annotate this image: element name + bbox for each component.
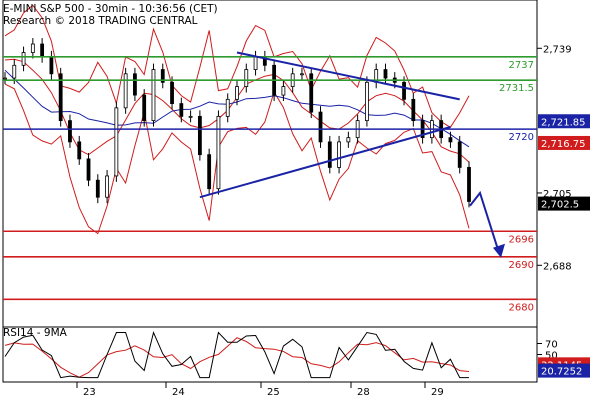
candle-body <box>77 141 82 160</box>
candle-body <box>281 86 286 96</box>
price-marker-label: 2,721.85 <box>541 117 586 128</box>
candle-body <box>253 56 258 70</box>
candle-body <box>235 86 239 100</box>
rsi-marker <box>538 363 590 378</box>
level-label: 2737 <box>509 60 534 71</box>
candle-body <box>68 120 72 143</box>
y-tick-label: 2,739 <box>543 44 572 55</box>
triangle-upper-line <box>236 51 460 101</box>
candle-body <box>300 73 304 76</box>
candle-body <box>225 98 230 117</box>
level-label: 2696 <box>509 234 534 245</box>
level-label: 2720 <box>509 132 534 143</box>
candle-body <box>179 103 184 117</box>
candle-body <box>365 81 369 122</box>
candle-body <box>467 167 471 202</box>
forecast-arrow <box>469 190 500 254</box>
price-marker-label: 2,702.5 <box>541 200 579 211</box>
price-marker <box>538 196 590 211</box>
level-label: 2680 <box>509 302 534 313</box>
date-label: 28 <box>357 387 370 398</box>
candle-body <box>160 69 165 83</box>
candle-body <box>188 115 193 118</box>
candle-body <box>411 98 416 122</box>
y-tick-label: 2,705 <box>543 189 572 200</box>
candle-body <box>58 73 63 122</box>
chart-title: E-MINI S&P 500 - 30min - 10:36:56 (CET) <box>3 3 218 15</box>
level-label: 2690 <box>509 260 534 271</box>
candle-body <box>123 73 128 109</box>
candle-body <box>244 69 249 87</box>
rsi-tick-label: 70 <box>545 340 558 351</box>
date-label: 23 <box>83 387 96 398</box>
date-label: 29 <box>431 387 444 398</box>
rsi-title: RSI14 - 9MA <box>3 327 67 339</box>
candle-body <box>216 115 221 190</box>
rsi-marker-label: 20.7252 <box>541 367 582 378</box>
rsi-ma-line <box>4 337 470 378</box>
candle-body <box>142 94 147 122</box>
candle-body <box>207 154 212 190</box>
candle-body <box>151 69 156 122</box>
rsi-tick-label: 50 <box>545 351 558 362</box>
candle-body <box>105 175 109 198</box>
candle-body <box>383 69 388 79</box>
candle-body <box>49 56 54 75</box>
date-label: 24 <box>172 387 185 398</box>
triangle-lower-line <box>199 126 451 199</box>
candle-body <box>95 179 100 198</box>
candle-body <box>448 137 453 143</box>
forecast-arrow-head <box>493 243 505 258</box>
chart-subtitle: Research © 2018 TRADING CENTRAL <box>3 15 198 27</box>
candle-body <box>3 77 7 80</box>
candle-body <box>21 52 26 66</box>
candle-body <box>12 64 17 79</box>
candle-body <box>133 73 137 96</box>
candle-body <box>197 115 202 156</box>
candle-body <box>309 73 314 113</box>
candle-body <box>170 81 174 104</box>
price-marker <box>538 135 590 150</box>
candle-body <box>457 141 462 168</box>
level-label: 2731.5 <box>499 83 534 94</box>
candle-body <box>318 111 323 143</box>
y-tick-label: 2,688 <box>543 261 572 272</box>
candle-body <box>402 81 406 100</box>
candle-body <box>40 43 45 58</box>
rsi-line <box>4 330 469 379</box>
mid-band <box>4 58 470 163</box>
candle-body <box>114 107 119 177</box>
candle-body <box>327 141 332 168</box>
price-marker-label: 2,716.75 <box>541 139 586 150</box>
date-label: 25 <box>267 387 280 398</box>
price-marker <box>538 114 590 129</box>
candle-body <box>86 158 91 181</box>
lower-band <box>4 83 470 235</box>
candle-body <box>346 137 351 143</box>
candle-body <box>30 43 35 53</box>
upper-band <box>4 4 470 128</box>
candle-body <box>337 141 341 168</box>
